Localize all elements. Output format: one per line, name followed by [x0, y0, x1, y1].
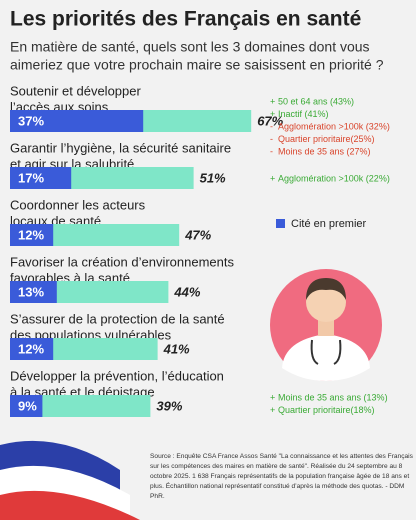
doctor-illustration	[270, 269, 382, 381]
bar	[10, 224, 54, 246]
note-text: Moins de 35 ans (27%)	[278, 146, 371, 156]
note-text: Quartier prioritaire(18%)	[278, 405, 375, 415]
source: PhR.	[150, 493, 165, 500]
bar	[10, 395, 43, 417]
value-label: 67%	[257, 113, 283, 128]
note-sign: -	[270, 146, 273, 156]
note-sign: +	[270, 173, 275, 183]
note-text: Inactif (41%)	[278, 109, 329, 119]
category-label: Coordonner les acteurs	[10, 197, 146, 212]
value-label: 39%	[156, 398, 182, 413]
category-label: Soutenir et développer	[10, 83, 141, 98]
flag	[0, 440, 140, 520]
category-label: S’assurer de la protection de la santé	[10, 311, 225, 326]
value-label: 17%	[18, 170, 44, 185]
value-label: 47%	[184, 227, 211, 242]
source: Source : Enquête CSA France Assos Santé …	[150, 453, 414, 460]
note-sign: +	[270, 392, 275, 402]
value-label: 12%	[18, 227, 44, 242]
bar	[10, 167, 72, 189]
bar	[10, 281, 57, 303]
category-label: Favoriser la création d’environnements	[10, 254, 234, 269]
value-label: 13%	[18, 284, 44, 299]
bar	[10, 338, 54, 360]
note-sign: +	[270, 96, 275, 106]
source: sur les compétences des maires en matièr…	[150, 463, 403, 470]
note-text: Agglomération >100k (22%)	[278, 173, 390, 183]
note-sign: +	[270, 405, 275, 415]
note-text: 50 et 64 ans (43%)	[278, 96, 354, 106]
value-label: 41%	[163, 341, 190, 356]
chart-title: Les priorités des Français en santé	[10, 8, 361, 31]
note-sign: +	[270, 109, 275, 119]
value-label: 37%	[18, 113, 44, 128]
bar	[10, 395, 151, 417]
value-label: 9%	[18, 398, 37, 413]
note-text: Agglomération >100k (32%)	[278, 121, 390, 131]
note-text: Moins de 35 ans ans (13%)	[278, 392, 388, 402]
legend-label: Cité en premier	[291, 218, 367, 230]
subtitle: aimeriez que votre prochain maire se sai…	[10, 57, 384, 73]
value-label: 12%	[18, 341, 44, 356]
category-label: Garantir l’hygiène, la sécurité sanitair…	[10, 140, 231, 155]
value-label: 44%	[173, 284, 200, 299]
source: octobre 2025. 1 638 Français représentat…	[150, 473, 409, 480]
value-label: 51%	[200, 170, 226, 185]
category-label: Développer la prévention, l’éducation	[10, 368, 224, 383]
note-sign: -	[270, 121, 273, 131]
source: plus. Échantillon national représentatif…	[150, 481, 404, 490]
bar	[10, 110, 144, 132]
note-text: Quartier prioritaire(25%)	[278, 134, 375, 144]
legend-swatch	[276, 219, 285, 228]
subtitle: En matière de santé, quels sont les 3 do…	[10, 39, 370, 55]
note-sign: -	[270, 134, 273, 144]
